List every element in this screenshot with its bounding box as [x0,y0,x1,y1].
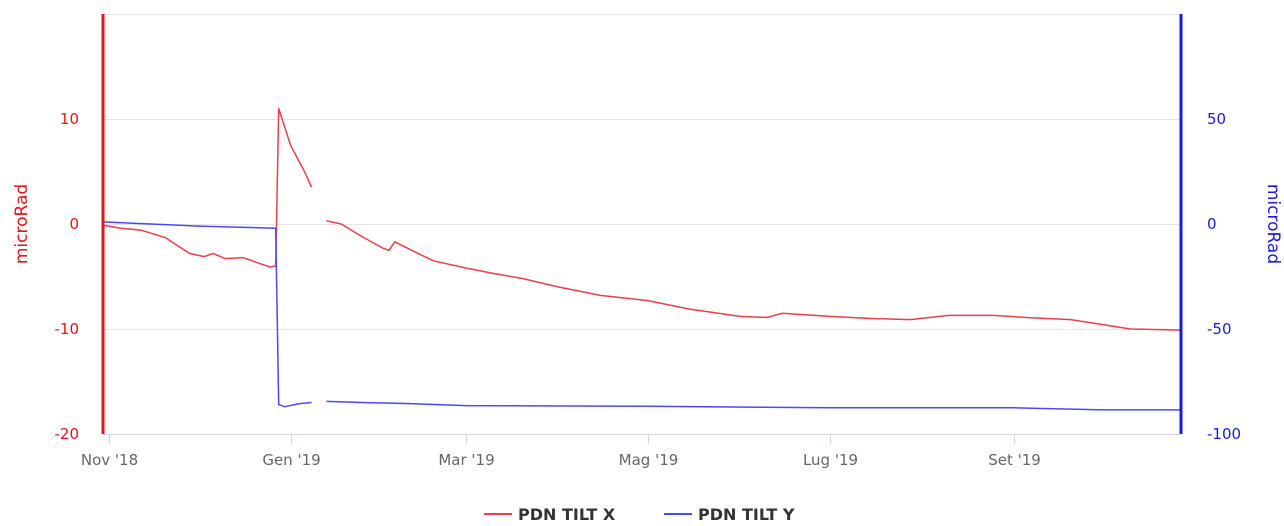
right-y-tick-label: -100 [1207,425,1241,443]
left-y-tick-label: 10 [60,110,79,128]
x-tick-label: Nov '18 [81,451,138,469]
series-line-tilt-x [326,220,1182,331]
legend-item[interactable]: PDN TILT Y [664,505,795,524]
x-tick-label: Mar '19 [438,451,494,469]
x-tick-label: Lug '19 [803,451,858,469]
series-layer [102,107,1182,411]
legend-label: PDN TILT Y [698,505,795,524]
x-tick-label: Set '19 [988,451,1041,469]
legend-label: PDN TILT X [518,505,616,524]
left-y-tick-label: -10 [55,320,80,338]
gridlines [103,14,1181,435]
legend[interactable]: PDN TILT X PDN TILT Y [484,505,795,524]
axes: Nov '18 Gen '19 Mar '19 Mag '19 Lug '19 Set '… [12,14,1283,469]
right-y-axis-title: microRad [1263,184,1283,264]
x-tick-label: Mag '19 [619,451,679,469]
left-y-tick-label: -20 [55,425,80,443]
right-y-tick-label: -50 [1207,320,1232,338]
right-y-tick-label: 50 [1207,110,1226,128]
left-y-tick-label: 0 [69,215,79,233]
right-y-tick-label: 0 [1207,215,1217,233]
series-line-tilt-y [102,221,312,408]
series-line-tilt-x [102,107,313,268]
series-line-tilt-y [326,400,1181,411]
left-y-axis-title: microRad [12,184,32,264]
x-tick-label: Gen '19 [262,451,320,469]
legend-item[interactable]: PDN TILT X [484,505,616,524]
